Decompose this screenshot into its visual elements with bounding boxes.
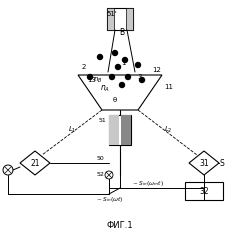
Text: 1: 1: [121, 60, 125, 66]
Text: 32: 32: [199, 187, 209, 196]
Circle shape: [115, 64, 120, 70]
Circle shape: [122, 58, 127, 63]
Text: 3: 3: [138, 74, 142, 80]
Polygon shape: [189, 151, 219, 175]
Text: 13: 13: [88, 77, 96, 83]
Text: ФИГ.1: ФИГ.1: [107, 220, 133, 230]
Circle shape: [113, 51, 118, 55]
Text: 31: 31: [199, 158, 209, 168]
Text: 50: 50: [96, 156, 104, 161]
Circle shape: [97, 55, 102, 59]
Text: S: S: [220, 158, 224, 168]
Polygon shape: [83, 77, 157, 108]
Bar: [185, 182, 223, 200]
Text: θ: θ: [113, 97, 117, 103]
Text: $n_B$: $n_B$: [93, 75, 103, 85]
Text: $L_2$: $L_2$: [164, 125, 172, 135]
Bar: [121, 115, 131, 145]
Text: 2: 2: [82, 64, 86, 70]
Bar: [107, 8, 133, 30]
Text: 21: 21: [30, 158, 40, 168]
Circle shape: [109, 74, 114, 79]
Text: 11: 11: [164, 84, 173, 90]
Polygon shape: [20, 151, 50, 175]
Circle shape: [126, 74, 131, 79]
Text: ~ $S_{in}(\omega t)$: ~ $S_{in}(\omega t)$: [96, 196, 124, 204]
Circle shape: [120, 82, 125, 87]
Text: 51': 51': [107, 11, 117, 17]
Bar: [109, 115, 131, 145]
Circle shape: [88, 74, 92, 79]
Bar: [107, 8, 114, 30]
Text: 51: 51: [98, 118, 106, 122]
Polygon shape: [78, 75, 162, 110]
Text: 12: 12: [153, 67, 162, 73]
Text: B: B: [120, 27, 125, 36]
Text: $L_1$: $L_1$: [68, 125, 76, 135]
Bar: [126, 8, 133, 30]
Circle shape: [136, 63, 140, 67]
Text: ~ $S_{in}(\omega_m t)$: ~ $S_{in}(\omega_m t)$: [132, 179, 164, 188]
Circle shape: [139, 78, 144, 82]
Bar: [109, 115, 119, 145]
Text: 52: 52: [96, 172, 104, 176]
Text: $n_A$: $n_A$: [100, 84, 110, 94]
